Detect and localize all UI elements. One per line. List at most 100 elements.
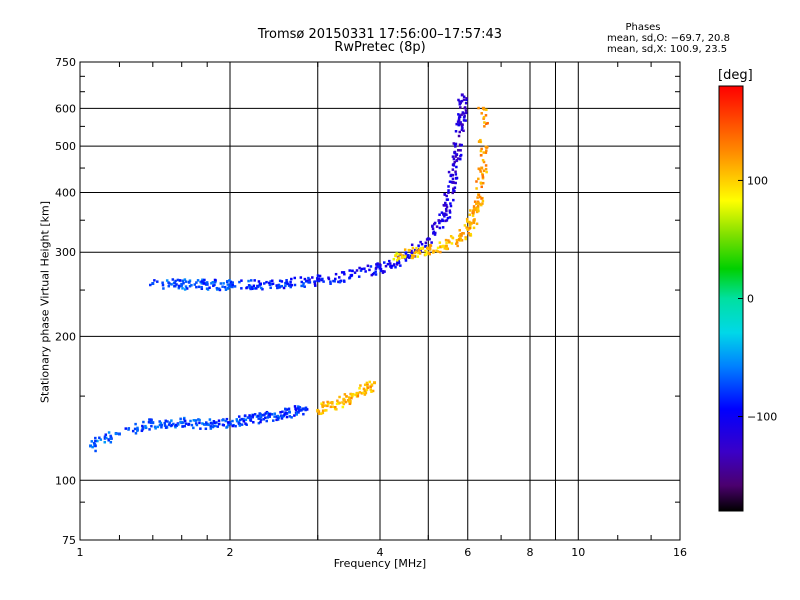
data-point [245,286,248,290]
data-point [459,232,463,236]
data-point [459,106,462,109]
data-point [461,126,464,130]
data-point [355,269,359,272]
data-point [484,164,488,167]
data-point [174,423,178,427]
data-point [256,284,259,288]
data-point [451,191,455,195]
data-point [480,147,483,151]
data-point [430,241,433,244]
data-point [445,194,448,198]
data-point [438,213,441,216]
data-point [228,285,231,289]
data-point [209,422,213,425]
data-point [462,119,466,122]
data-point [256,414,260,418]
data-point [211,281,215,284]
data-point [158,420,161,423]
data-point [434,231,437,235]
data-point [343,393,347,396]
data-point [448,240,451,244]
data-point [200,285,203,289]
data-point [452,157,456,161]
data-point [207,423,210,427]
data-point [374,270,377,273]
data-point [454,170,457,173]
data-point [215,421,218,424]
data-point [150,418,153,422]
data-point [355,392,358,395]
data-point [300,280,304,284]
data-point [332,279,335,283]
data-point [175,283,178,286]
data-point [485,108,488,112]
data-point [420,242,424,246]
data-point [477,167,481,170]
data-point [444,208,448,211]
data-point [456,244,459,248]
data-point [460,143,463,147]
data-point [158,423,162,427]
data-point [476,201,480,205]
data-point [181,279,185,282]
data-point [149,419,153,423]
data-point [103,435,107,439]
data-point [225,417,229,421]
data-point [302,412,305,416]
data-point [209,425,212,428]
data-point [368,380,371,384]
data-point [426,247,430,251]
data-point [163,421,166,425]
data-point [457,98,460,102]
data-point [451,155,455,158]
data-point [275,418,278,422]
data-point [342,279,346,282]
data-point [285,408,289,411]
data-point [269,286,272,290]
data-point [282,286,286,290]
data-point [159,421,163,425]
data-point [359,384,362,387]
data-point [268,281,271,285]
data-point [459,157,462,161]
data-point [221,285,224,288]
data-point [286,282,289,286]
data-point [243,414,247,418]
data-point [184,422,188,425]
data-point [478,202,481,206]
data-point [237,415,241,418]
data-point [428,248,432,251]
data-point [444,238,448,242]
data-point [397,253,401,256]
data-point [378,266,382,270]
data-point [375,263,378,266]
data-point [150,424,153,428]
data-point [251,415,254,419]
data-point [198,418,201,422]
data-point [366,386,370,389]
data-point [164,419,167,423]
data-point [104,433,108,436]
data-point [371,272,375,276]
data-point [365,388,369,391]
data-point [223,285,227,289]
data-point [360,267,364,271]
data-point [177,423,180,426]
data-point [448,216,452,219]
chart-subtitle: RwPretec (8p) [334,40,426,55]
data-point [228,421,232,425]
data-point [455,238,459,242]
data-point [325,409,328,412]
data-point [411,256,414,260]
data-point [464,111,468,115]
data-point [217,419,221,422]
data-point [289,280,292,284]
data-point [276,286,279,290]
data-point [460,99,464,103]
data-point [173,284,176,288]
data-point [168,421,172,424]
data-point [484,167,488,171]
data-point [107,438,110,441]
data-point [451,168,455,171]
data-point [452,164,456,167]
